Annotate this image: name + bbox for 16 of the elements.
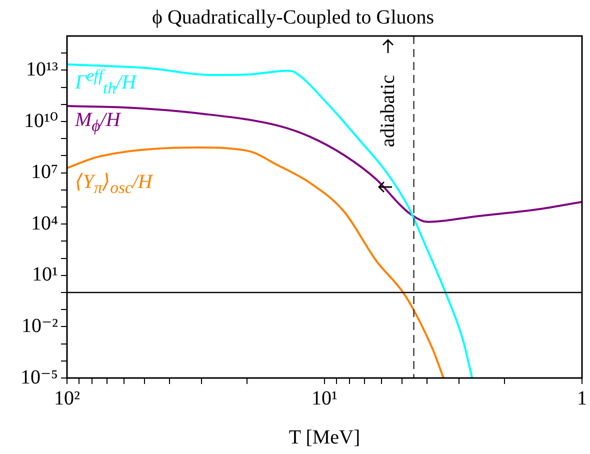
y-tick-label: 10⁷ [31, 161, 58, 184]
chart-title: ϕ Quadratically-Coupled to Gluons [152, 6, 434, 28]
x-tick-label: 10² [54, 387, 80, 410]
y-tick-label: 10¹³ [26, 58, 58, 80]
x-tick-label: 10¹ [312, 387, 338, 410]
series-label: M$_{ϕ}$/H [75, 109, 120, 136]
x-tick-label: 1 [577, 387, 587, 410]
y-tick-label: 10¹ [32, 264, 58, 286]
series-label: Γ$^{eff}$$_{th}$/H [75, 66, 136, 98]
x-axis-title: T [MeV] [288, 426, 360, 448]
annotation: adiabatic [376, 74, 399, 148]
y-tick-label: 10⁻² [21, 314, 58, 337]
y-tick-label: 10⁻⁵ [20, 366, 58, 388]
y-tick-label: 10⁴ [31, 212, 58, 234]
series-label: ⟨Υ$_{π}$⟩$_{osc}$/H [75, 171, 152, 198]
y-tick-label: 10¹⁰ [24, 110, 58, 132]
